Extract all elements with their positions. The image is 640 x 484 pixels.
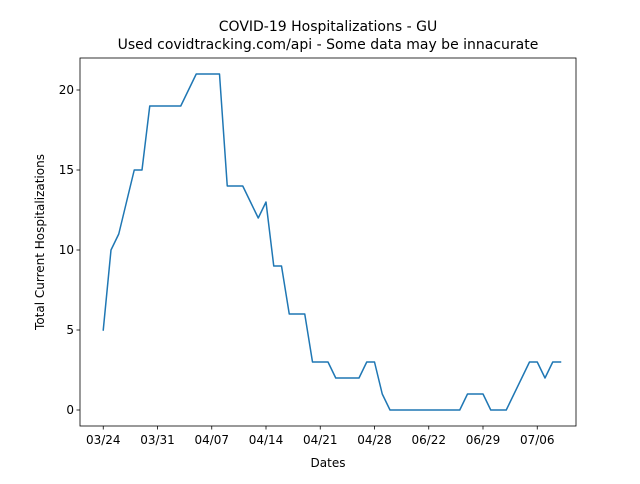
y-tick-label: 0 — [66, 403, 74, 417]
x-tick-label: 04/21 — [303, 433, 338, 447]
y-tick-label: 20 — [59, 83, 74, 97]
x-tick-label: 03/24 — [86, 433, 121, 447]
x-axis-label: Dates — [311, 456, 346, 470]
y-axis-label: Total Current Hospitalizations — [33, 154, 47, 331]
y-tick-label: 5 — [66, 323, 74, 337]
chart-subtitle: Used covidtracking.com/api - Some data m… — [118, 37, 539, 53]
x-tick-label: 07/06 — [520, 433, 555, 447]
plot-area: 0 5 10 15 20 03/24 03/31 04/07 04/14 04/21 04/28 06… — [59, 57, 577, 447]
x-tick-label: 04/07 — [194, 433, 229, 447]
x-tick-label: 06/22 — [411, 433, 446, 447]
axes-frame — [79, 57, 577, 427]
y-tick-label: 10 — [59, 243, 74, 257]
x-tick-label: 03/31 — [140, 433, 175, 447]
chart-title: COVID-19 Hospitalizations - GU — [219, 19, 437, 35]
x-tick-label: 06/29 — [466, 433, 501, 447]
x-tick-label: 04/28 — [357, 433, 392, 447]
series-line-0 — [102, 73, 562, 411]
y-tick-label: 15 — [59, 163, 74, 177]
x-tick-label: 04/14 — [249, 433, 284, 447]
